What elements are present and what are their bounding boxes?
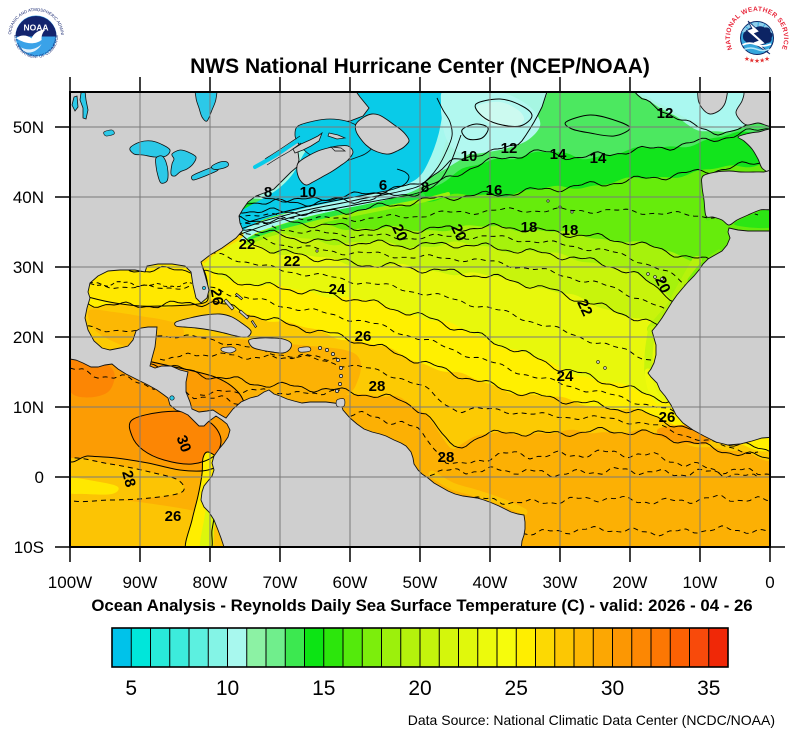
svg-text:★: ★ <box>744 55 750 63</box>
svg-text:60W: 60W <box>333 573 368 592</box>
svg-text:10: 10 <box>461 148 478 165</box>
svg-text:100W: 100W <box>48 573 92 592</box>
svg-text:28: 28 <box>369 378 386 395</box>
svg-text:★: ★ <box>754 57 760 65</box>
svg-text:90W: 90W <box>123 573 158 592</box>
svg-text:6: 6 <box>379 177 387 194</box>
svg-text:★: ★ <box>759 57 765 65</box>
svg-text:80W: 80W <box>193 573 228 592</box>
svg-text:14: 14 <box>550 146 567 163</box>
svg-text:18: 18 <box>562 222 579 239</box>
svg-text:30N: 30N <box>13 258 44 277</box>
svg-text:24: 24 <box>557 368 574 385</box>
svg-text:20N: 20N <box>13 328 44 347</box>
svg-text:5: 5 <box>125 677 137 700</box>
svg-text:★: ★ <box>749 57 755 65</box>
svg-text:28: 28 <box>118 469 139 490</box>
svg-text:12: 12 <box>501 140 518 157</box>
svg-text:26: 26 <box>355 328 372 345</box>
svg-text:14: 14 <box>590 150 607 167</box>
svg-text:50N: 50N <box>13 118 44 137</box>
svg-text:40N: 40N <box>13 188 44 207</box>
svg-text:20W: 20W <box>613 573 648 592</box>
svg-text:NWS National Hurricane Center: NWS National Hurricane Center (NCEP/NOAA… <box>190 55 650 78</box>
svg-text:10N: 10N <box>13 398 44 417</box>
svg-text:20: 20 <box>408 677 431 700</box>
svg-text:18: 18 <box>521 219 538 236</box>
svg-text:10: 10 <box>300 184 317 201</box>
svg-text:NOAA: NOAA <box>23 23 48 33</box>
svg-text:8: 8 <box>421 179 429 196</box>
svg-text:20: 20 <box>651 274 673 296</box>
svg-text:15: 15 <box>312 677 335 700</box>
svg-text:Ocean Analysis - Reynolds Dail: Ocean Analysis - Reynolds Daily Sea Surf… <box>91 596 752 615</box>
svg-text:30: 30 <box>173 433 195 454</box>
svg-text:Data Source: National Climatic: Data Source: National Climatic Data Cent… <box>408 712 775 728</box>
svg-text:12: 12 <box>657 105 674 122</box>
svg-text:20: 20 <box>388 222 410 244</box>
svg-text:25: 25 <box>505 677 528 700</box>
svg-text:24: 24 <box>329 281 346 298</box>
svg-text:20: 20 <box>447 222 469 244</box>
svg-text:30: 30 <box>601 677 624 700</box>
svg-text:22: 22 <box>573 297 595 319</box>
svg-text:50W: 50W <box>403 573 438 592</box>
svg-text:28: 28 <box>438 449 455 466</box>
svg-text:22: 22 <box>239 236 256 253</box>
svg-text:0: 0 <box>765 573 774 592</box>
svg-text:26: 26 <box>207 287 227 306</box>
svg-text:8: 8 <box>264 184 272 201</box>
svg-text:70W: 70W <box>263 573 298 592</box>
svg-text:30W: 30W <box>543 573 578 592</box>
svg-text:10W: 10W <box>683 573 718 592</box>
svg-text:0: 0 <box>35 468 44 487</box>
svg-text:22: 22 <box>284 253 301 270</box>
svg-text:26: 26 <box>165 508 182 525</box>
svg-text:10: 10 <box>216 677 239 700</box>
svg-text:★: ★ <box>764 55 770 63</box>
svg-text:40W: 40W <box>473 573 508 592</box>
svg-text:26: 26 <box>659 409 676 426</box>
svg-text:16: 16 <box>486 182 503 199</box>
svg-text:35: 35 <box>697 677 720 700</box>
svg-text:10S: 10S <box>14 538 44 557</box>
